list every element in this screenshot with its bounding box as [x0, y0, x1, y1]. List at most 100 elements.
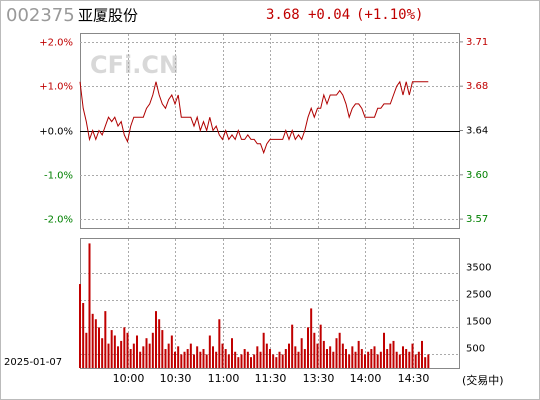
y-tick-label: +1.0%: [39, 82, 73, 93]
volume-bar: [389, 343, 392, 368]
volume-bar: [278, 351, 281, 368]
volume-bar: [332, 351, 335, 368]
volume-bar: [424, 357, 427, 368]
volume-bar: [313, 332, 316, 368]
price: 3.68: [266, 7, 300, 23]
volume-bar: [297, 351, 300, 368]
volume-bar: [151, 332, 154, 368]
volume-bar: [120, 340, 123, 368]
y-tick-label: -1.0%: [44, 171, 73, 182]
volume-bar: [338, 332, 341, 368]
volume-bar: [284, 349, 287, 368]
volume-bar: [221, 343, 224, 368]
volume-bar: [370, 349, 373, 368]
change-pct: (+1.10%): [356, 7, 423, 23]
volume-bar: [246, 351, 249, 368]
volume-bar: [398, 354, 401, 368]
volume-bar: [408, 351, 411, 368]
volume-bar: [414, 354, 417, 368]
volume-bar: [231, 338, 233, 368]
volume-bar: [82, 303, 85, 368]
volume-bar: [94, 319, 97, 368]
volume-bar: [177, 346, 180, 368]
volume-bar: [155, 311, 157, 368]
volume-bar: [360, 349, 363, 368]
date: 2025-01-07: [4, 357, 62, 368]
volume-bar: [91, 313, 94, 368]
volume-bar: [170, 335, 173, 368]
volume-bar: [319, 324, 322, 368]
status: (交易中): [462, 373, 504, 387]
volume-bar: [281, 354, 284, 368]
volume-bar: [427, 354, 430, 368]
volume-bar: [85, 332, 88, 368]
volume-bar: [259, 351, 262, 368]
volume-bar: [345, 349, 347, 368]
volume-bar: [142, 346, 145, 368]
volume-bar: [205, 354, 208, 368]
x-tick-label: 14:30: [398, 372, 430, 385]
watermark: CFi.CN: [90, 51, 179, 79]
stock-name: 亚厦股份: [78, 7, 138, 25]
volume-bar: [326, 349, 328, 368]
volume-bar: [158, 319, 161, 368]
y-tick-label: 3500: [466, 263, 491, 274]
x-tick-label: 10:30: [160, 372, 192, 385]
volume-bar: [341, 343, 344, 368]
volume-bar: [421, 340, 423, 368]
volume-bar: [202, 349, 205, 368]
volume-bar: [126, 332, 129, 368]
volume-bar: [174, 351, 176, 368]
x-tick-label: 11:30: [255, 372, 287, 385]
volume-bar: [212, 346, 214, 368]
x-tick-label: 13:30: [303, 372, 335, 385]
volume-bar: [193, 354, 195, 368]
volume-bar: [269, 349, 271, 368]
volume-bar: [250, 357, 252, 368]
volume-bar: [329, 346, 332, 368]
y2-tick-label: 3.68: [466, 81, 488, 92]
volume-bar: [148, 343, 151, 368]
volume-bar: [288, 343, 290, 368]
volume-bar: [243, 349, 246, 368]
volume-bar: [364, 354, 366, 368]
y-tick-label: -2.0%: [44, 215, 73, 226]
volume-bar: [113, 335, 116, 368]
volume-bar: [110, 330, 113, 368]
volume-bar: [310, 308, 313, 368]
volume-bar: [180, 354, 183, 368]
volume-bar: [199, 351, 202, 368]
volume-bar: [275, 357, 278, 368]
volume-bar: [272, 354, 275, 368]
volume-bar: [107, 343, 110, 368]
volume-bar: [139, 351, 142, 368]
volume-bar: [88, 243, 91, 368]
volume-bar: [411, 343, 414, 368]
volume-bar: [402, 346, 404, 368]
volume-bar: [183, 351, 186, 368]
volume-bar: [367, 351, 370, 368]
volume-bar: [189, 343, 192, 368]
volume-bar: [354, 351, 357, 368]
volume-bar: [186, 349, 189, 368]
y-tick-label: +2.0%: [39, 38, 73, 49]
volume-bar: [132, 343, 135, 368]
volume-bar: [129, 349, 132, 368]
y2-tick-label: 3.60: [466, 170, 488, 181]
volume-bar: [101, 338, 104, 368]
volume-bar: [145, 338, 148, 368]
volume-bar: [386, 349, 389, 368]
y2-tick-label: 3.57: [466, 214, 488, 225]
volume-bar: [98, 327, 100, 368]
volume-bar: [227, 354, 230, 368]
volume-bar: [335, 338, 338, 368]
stock-code: 002375: [6, 5, 75, 26]
volume-bar: [376, 354, 379, 368]
change: +0.04: [308, 7, 350, 23]
x-tick-label: 10:00: [113, 372, 145, 385]
volume-bar: [294, 346, 297, 368]
volume-bar: [123, 327, 126, 368]
volume-bar: [240, 354, 243, 368]
volume-bar: [167, 343, 170, 368]
